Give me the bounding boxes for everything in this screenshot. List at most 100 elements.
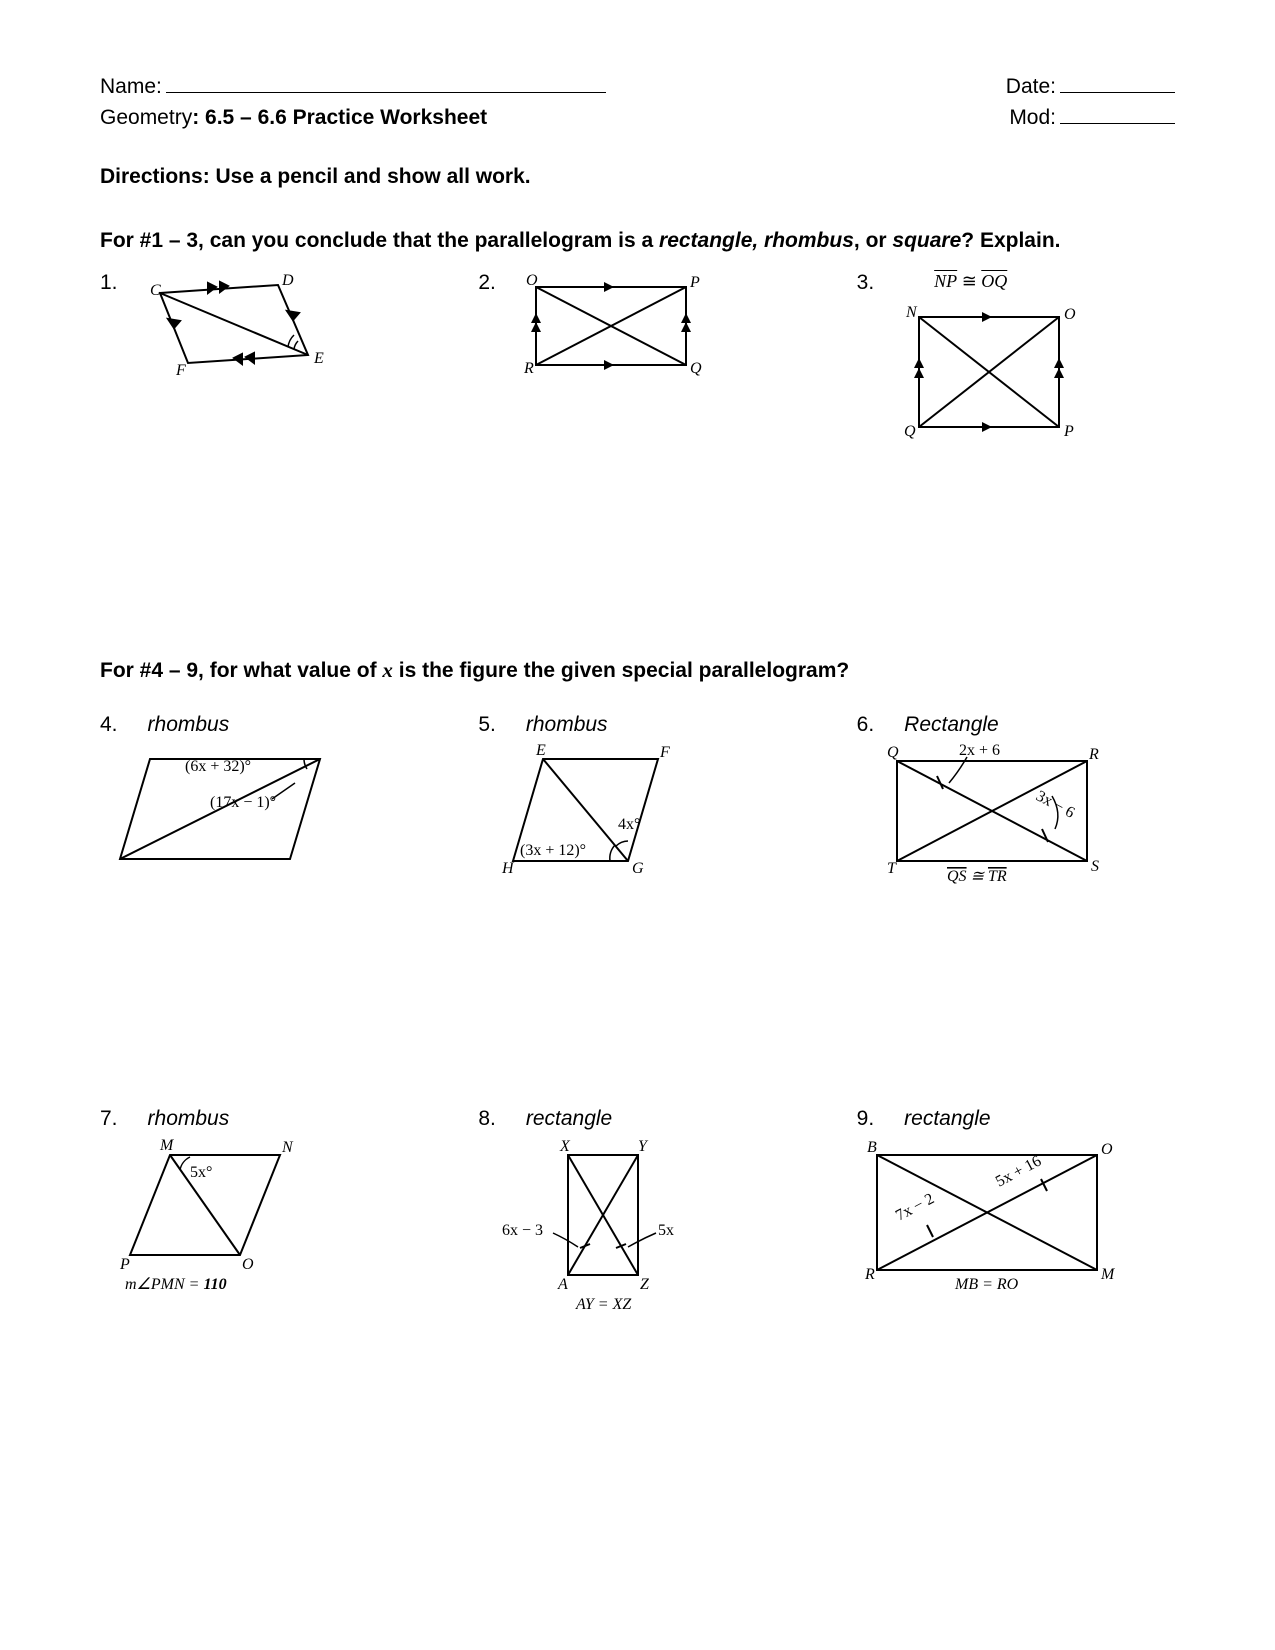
date-blank [1060,70,1175,93]
p8-Z: Z [640,1276,650,1293]
title-rest: : 6.5 – 6.6 Practice Worksheet [192,106,487,129]
worksheet-title: Geometry: 6.5 – 6.6 Practice Worksheet [100,106,487,130]
p7-figure: M N O P 5x° m∠PMN = 110 [110,1135,320,1295]
p8-X: X [559,1138,571,1155]
s2b: is the figure the given special parallel… [393,659,849,682]
row-1-3: 1. [100,271,1175,458]
p1-figure: C D E F [138,275,328,385]
p6-num: 6. [857,713,875,737]
name-field: Name: [100,70,606,99]
p8-given: AY = XZ [575,1296,632,1313]
p2-num: 2. [478,271,496,295]
p2-Q: Q [690,360,702,377]
p5-F: F [659,744,670,761]
p8-num: 8. [478,1107,496,1131]
p3-P: P [1063,423,1074,440]
problem-5: 5. rhombus E F G H 4x° (3x + 12)° [478,713,796,897]
p2-O: O [526,272,538,289]
p5-num: 5. [478,713,496,737]
p7-type: rhombus [148,1107,230,1131]
problem-3: 3. NP ≅ OQ [857,271,1175,458]
p3-num: 3. [857,271,875,295]
p8-figure: X Y Z A 6x − 3 5x AY = XZ [498,1135,718,1315]
s1d: square [892,229,961,252]
p2-figure: O P Q R [516,275,716,385]
p3-N: N [905,304,918,321]
problem-6: 6. Rectangle Q R S T 2x + 6 3 [857,713,1175,907]
p9-O: O [1101,1141,1113,1158]
p3-given-cong: ≅ [957,271,981,291]
header-row-2: Geometry: 6.5 – 6.6 Practice Worksheet M… [100,101,1175,130]
p4-e2: (17x − 1)° [210,794,276,811]
name-label: Name: [100,75,162,99]
problem-7: 7. rhombus M N O P 5x° m∠PMN = 110 [100,1107,418,1301]
p5-G: G [632,860,644,877]
p4-num: 4. [100,713,118,737]
section2-intro: For #4 – 9, for what value of x is the f… [100,658,1175,683]
p8-type: rectangle [526,1107,612,1131]
p9-B: B [867,1139,877,1156]
p7-e1: 5x° [190,1164,212,1181]
p6-Q: Q [887,744,899,761]
p8-e2: 5x [658,1222,674,1239]
p5-H: H [501,860,515,877]
section1-intro: For #1 – 3, can you conclude that the pa… [100,229,1175,253]
row-7-9: 7. rhombus M N O P 5x° m∠PMN = 110 8. re… [100,1107,1175,1321]
p9-given: MB = RO [954,1276,1019,1293]
p9-e2: 5x + 16 [993,1153,1044,1191]
problem-2: 2. O P [478,271,796,385]
problem-8: 8. rectangle X Y Z A 6x − 3 5 [478,1107,796,1321]
p4-e1: (6x + 32)° [185,758,251,775]
s1c: , or [854,229,893,252]
p7-given: m∠PMN = 110 [125,1276,227,1293]
p6-given: QS ≅ TR [947,868,1007,885]
row-4-6: 4. rhombus (6x + 32)° (17x − 1)° 5. rhom… [100,713,1175,907]
p7-O: O [242,1256,254,1273]
s2a: For #4 – 9, for what value of [100,659,382,682]
p7-N: N [281,1139,294,1156]
p9-M: M [1100,1266,1116,1283]
name-blank [166,70,606,93]
problem-9: 9. rectangle B O M R 7x − 2 5x + 16 MB =… [857,1107,1175,1311]
s1a: For #1 – 3, can you conclude that the pa… [100,229,659,252]
p8-A: A [557,1276,568,1293]
p6-figure: Q R S T 2x + 6 3x − 6 QS ≅ TR [877,741,1117,901]
mod-label: Mod: [1009,106,1056,130]
p3-Q: Q [904,423,916,440]
p6-type: Rectangle [904,713,999,737]
s1e: ? Explain. [961,229,1060,252]
p1-num: 1. [100,271,118,295]
p1-E: E [313,350,324,367]
p8-e1: 6x − 3 [502,1222,543,1239]
subject: Geometry [100,106,192,129]
p2-P: P [689,274,700,291]
p5-type: rhombus [526,713,608,737]
p2-R: R [523,360,534,377]
s2x: x [382,658,393,682]
p1-D: D [281,272,294,289]
mod-field: Mod: [1009,101,1175,130]
header-row-1: Name: Date: [100,70,1175,99]
p3-figure: N O P Q [894,302,1094,452]
p3-given: NP ≅ OQ [934,271,1094,292]
problem-4: 4. rhombus (6x + 32)° (17x − 1)° [100,713,418,887]
p9-R: R [864,1266,875,1283]
p6-e2: 3x − 6 [1033,788,1077,822]
p6-R: R [1088,746,1099,763]
p6-S: S [1091,858,1099,875]
date-field: Date: [1006,70,1175,99]
p5-e1: 4x° [618,816,640,833]
p3-given-lhs: NP [934,271,957,291]
p9-type: rectangle [904,1107,990,1131]
p7-M: M [159,1137,175,1154]
p3-O: O [1064,306,1076,323]
date-label: Date: [1006,75,1056,99]
p3-given-rhs: OQ [981,271,1007,291]
p9-num: 9. [857,1107,875,1131]
p8-Y: Y [638,1138,649,1155]
p7-num: 7. [100,1107,118,1131]
p9-figure: B O M R 7x − 2 5x + 16 MB = RO [857,1135,1127,1305]
p4-figure: (6x + 32)° (17x − 1)° [100,741,350,881]
problem-1: 1. [100,271,418,385]
directions: Directions: Use a pencil and show all wo… [100,165,1175,189]
